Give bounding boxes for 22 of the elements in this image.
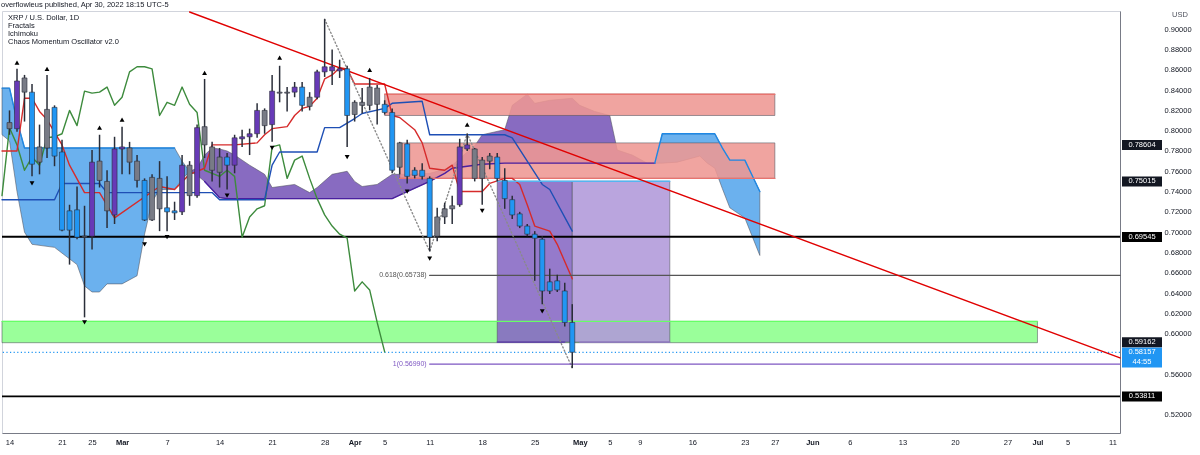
point (404, 189, 410, 194)
line-series (1, 100, 573, 232)
point (119, 117, 125, 122)
line-series (654, 133, 761, 193)
point (82, 320, 87, 325)
point (269, 145, 275, 151)
point (142, 242, 148, 247)
point (464, 122, 470, 127)
line-series (323, 18, 573, 369)
point (539, 309, 545, 314)
point (277, 55, 283, 60)
point (427, 256, 433, 261)
point (97, 125, 102, 130)
point (367, 67, 373, 72)
line-series (1, 67, 573, 280)
point (29, 181, 35, 186)
point (44, 66, 50, 71)
point (479, 208, 485, 213)
point (202, 70, 208, 75)
point (344, 154, 350, 160)
point (14, 60, 20, 65)
point (164, 235, 170, 240)
